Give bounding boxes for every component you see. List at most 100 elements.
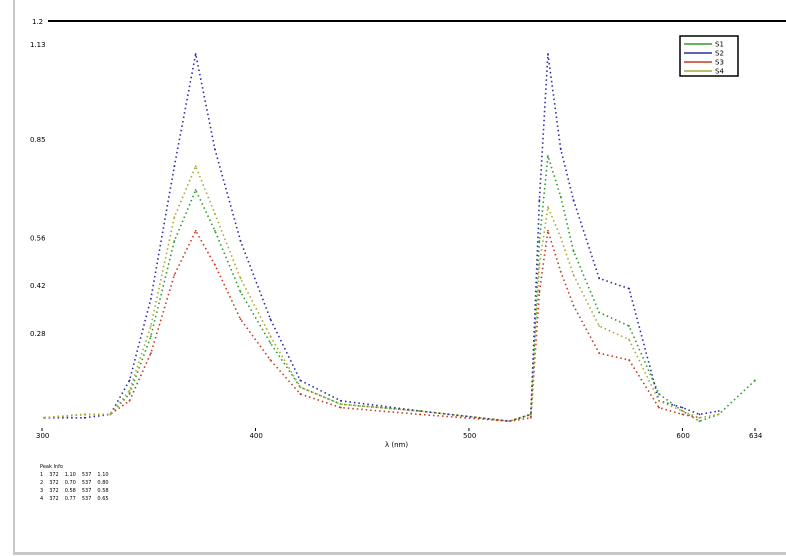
table-title: Peak Info xyxy=(40,464,63,470)
data-point xyxy=(339,403,342,406)
data-point xyxy=(83,416,86,419)
table-cell: 372 xyxy=(49,480,59,486)
data-point xyxy=(194,53,197,55)
table-cell: 372 xyxy=(49,488,59,494)
table-cell: 1.10 xyxy=(64,472,76,478)
table-cell: 2 xyxy=(40,480,44,486)
chart-frame xyxy=(13,0,786,555)
data-point xyxy=(598,277,601,280)
series-line xyxy=(44,53,719,423)
series-3 xyxy=(43,229,701,423)
data-point xyxy=(681,413,684,416)
table-cell: 372 xyxy=(49,472,59,478)
y-tick-label: 0.85 xyxy=(30,136,46,144)
data-point xyxy=(214,212,216,215)
x-tick-label: 634 xyxy=(749,432,763,440)
series-line xyxy=(44,229,700,423)
data-point xyxy=(149,352,152,355)
table-cell: 0.80 xyxy=(97,480,109,486)
data-point xyxy=(628,325,630,327)
data-point xyxy=(658,393,660,395)
data-point xyxy=(109,413,112,416)
y-tick-label: 0.28 xyxy=(30,330,46,338)
data-point xyxy=(339,399,342,402)
data-point xyxy=(717,410,720,412)
data-point xyxy=(128,379,131,382)
data-point xyxy=(299,393,302,395)
data-point xyxy=(194,189,197,191)
table-row: 1 372 1.10 537 1.10 xyxy=(40,471,115,479)
x-axis-label: λ (nm) xyxy=(385,441,408,449)
data-point xyxy=(547,53,549,55)
table-cell: 537 xyxy=(81,472,92,478)
legend-label: S1 xyxy=(715,41,724,49)
table-row: 4 372 0.77 537 0.65 xyxy=(40,495,115,503)
y-tick-label: 0.42 xyxy=(30,282,46,290)
table-cell: 1.10 xyxy=(97,472,109,478)
data-point xyxy=(681,410,684,412)
data-point xyxy=(173,274,176,276)
data-point xyxy=(572,274,575,276)
data-point xyxy=(559,236,562,239)
data-point xyxy=(128,389,131,392)
data-point xyxy=(173,165,176,168)
data-point xyxy=(194,229,197,232)
series-line xyxy=(44,164,719,423)
data-point xyxy=(214,229,216,232)
data-point xyxy=(628,338,630,341)
data-point xyxy=(698,413,701,416)
data-point xyxy=(698,416,701,419)
data-point xyxy=(214,263,216,266)
data-point xyxy=(547,229,549,232)
data-point xyxy=(269,342,272,344)
data-point xyxy=(239,318,242,321)
data-point xyxy=(149,325,152,327)
data-point xyxy=(43,416,46,419)
data-point xyxy=(239,240,242,242)
data-point xyxy=(538,291,541,293)
data-point xyxy=(339,406,342,409)
data-point xyxy=(559,195,562,198)
legend-label: S4 xyxy=(715,68,724,76)
data-point xyxy=(559,148,562,151)
data-point xyxy=(538,199,541,202)
data-point xyxy=(658,399,660,402)
data-point xyxy=(572,250,575,253)
data-point xyxy=(239,277,242,280)
data-point xyxy=(698,420,701,423)
data-point xyxy=(547,206,549,208)
table-cell: 537 xyxy=(81,488,92,494)
data-point xyxy=(529,416,532,419)
data-point xyxy=(628,287,630,290)
data-point xyxy=(559,270,562,273)
data-point xyxy=(299,379,302,382)
peak-table: Peak Info 1 372 1.10 537 1.10 2 372 0.70 537 0.80… xyxy=(40,463,115,503)
data-point xyxy=(418,410,421,412)
x-tick-label: 300 xyxy=(36,432,49,440)
data-point xyxy=(418,413,421,416)
data-point xyxy=(754,379,756,382)
table-cell: 537 xyxy=(81,496,92,502)
data-point xyxy=(128,399,131,402)
table-cell: 4 xyxy=(40,496,44,502)
table-row: 3 372 0.58 537 0.58 xyxy=(40,487,115,495)
data-point xyxy=(658,406,660,409)
table-row: 2 372 0.70 537 0.80 xyxy=(40,479,115,487)
table-cell: 0.58 xyxy=(64,488,76,494)
series-1 xyxy=(43,155,756,423)
data-point xyxy=(194,165,197,168)
data-point xyxy=(681,406,684,409)
data-point xyxy=(538,263,541,266)
x-tick-label: 600 xyxy=(676,432,689,440)
data-point xyxy=(128,393,131,395)
data-point xyxy=(269,359,272,361)
legend-label: S3 xyxy=(715,59,724,67)
table-cell: 0.77 xyxy=(64,496,76,502)
data-point xyxy=(529,413,532,416)
data-point xyxy=(598,325,601,327)
data-point xyxy=(149,335,152,338)
series-line xyxy=(44,155,756,423)
data-point xyxy=(508,420,511,423)
